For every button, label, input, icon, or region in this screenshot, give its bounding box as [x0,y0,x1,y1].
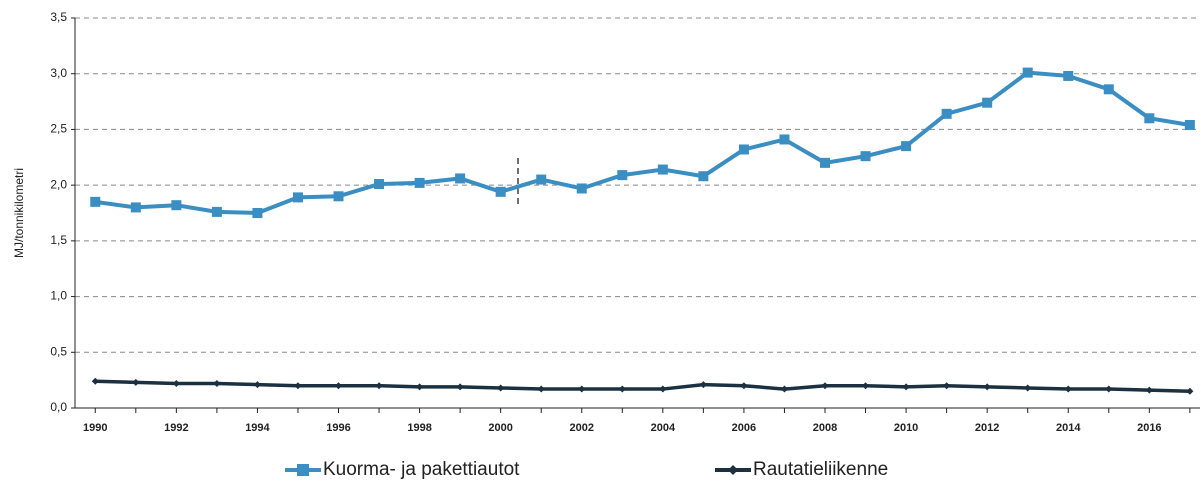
legend-marker [728,465,738,475]
point [657,164,668,175]
point [1103,84,1114,95]
point [618,385,626,393]
y-axis-label: MJ/tonnikilometri [12,168,26,258]
point [375,382,383,390]
point [578,385,586,393]
x-tick-label: 2010 [894,422,918,434]
point [1145,386,1153,394]
point [416,383,424,391]
legend-marker [297,464,309,476]
y-tick-label: 3,5 [50,10,67,24]
x-tick-label: 1990 [83,422,107,434]
point [740,382,748,390]
point [536,174,547,185]
point [902,383,910,391]
point [130,202,141,213]
y-tick-label: 2,0 [50,177,67,191]
y-tick-label: 2,5 [50,122,67,136]
point [1105,385,1113,393]
point [1024,384,1032,392]
point [860,151,871,162]
point [943,382,951,390]
point [780,385,788,393]
point [171,200,182,211]
x-tick-label: 1998 [407,422,431,434]
point [982,97,993,108]
point [659,385,667,393]
point [91,377,99,385]
x-tick-label: 1992 [164,422,188,434]
y-tick-label: 0,0 [50,400,67,414]
point [335,382,343,390]
x-tick-label: 2008 [813,422,837,434]
point [211,206,222,217]
point [862,382,870,390]
point [941,108,952,119]
legend-label: Rautatieliikenne [753,459,888,480]
point [497,384,505,392]
point [1022,67,1033,78]
x-tick-label: 2014 [1056,422,1081,434]
point [576,183,587,194]
legend-label: Kuorma- ja pakettiautot [323,459,520,480]
y-tick-label: 0,5 [50,344,67,358]
y-tick-label: 3,0 [50,66,67,80]
x-tick-label: 1994 [245,422,270,434]
point [252,208,263,218]
point [1063,70,1074,81]
x-tick-label: 1996 [326,422,350,434]
y-tick-label: 1,0 [50,289,67,303]
point [537,385,545,393]
x-tick-label: 2006 [732,422,756,434]
point [414,177,425,188]
y-tick-label: 1,5 [50,233,67,247]
x-tick-label: 2016 [1137,422,1161,434]
point [172,379,180,387]
point [901,141,912,152]
x-tick-label: 2004 [651,422,676,434]
point [374,179,385,190]
point [253,381,261,389]
series-line [95,379,1190,394]
point [820,157,830,168]
point [779,134,790,145]
point [698,171,709,182]
x-tick-label: 2012 [975,422,999,434]
point [333,191,344,202]
point [1184,119,1195,130]
point [456,383,464,391]
point [738,144,749,155]
point [294,382,302,390]
point [292,192,303,203]
x-tick-label: 2000 [488,422,512,434]
point [495,186,506,197]
point [132,378,140,386]
point [699,381,707,389]
point [1064,385,1072,393]
point [617,170,628,181]
point [1144,113,1155,124]
point [213,379,221,387]
series-line [94,70,1191,216]
point [455,173,466,184]
point [90,196,101,207]
point [821,382,829,390]
point [1186,387,1194,395]
x-tick-label: 2002 [570,422,594,434]
point [983,383,991,391]
